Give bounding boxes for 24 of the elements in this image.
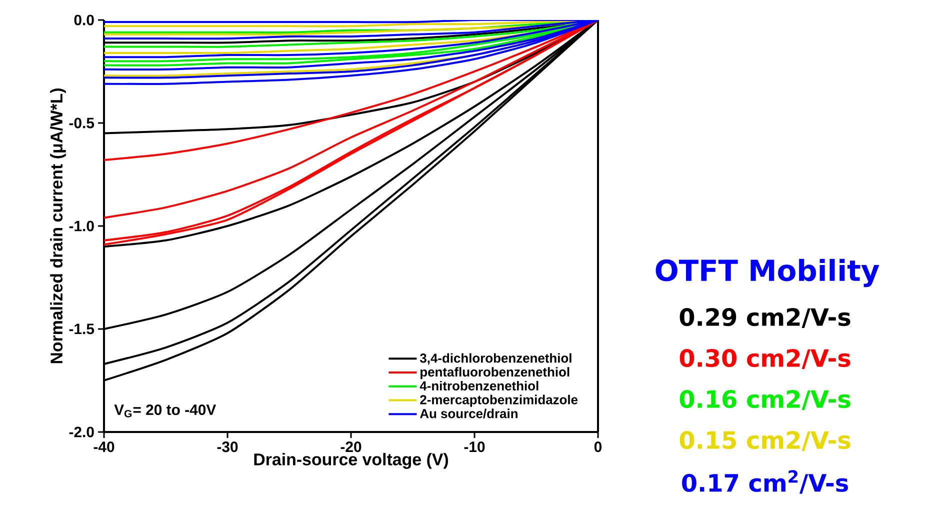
x-tick-label: -10 [464, 442, 485, 452]
text: 0.30 cm2/V-s [680, 349, 850, 369]
annotation: V$_{G}$= 20 to -40V [114, 404, 216, 418]
text: OTFT Mobility [656, 258, 880, 288]
y-tick-label: -1.5 [69, 324, 94, 334]
legend-label: 2-mercaptobenzimidazole [420, 394, 578, 407]
y-tick-label: -1.0 [69, 220, 94, 232]
y-tick-label: -2.0 [69, 426, 94, 438]
text: 0.15 cm2/V-s [680, 431, 850, 451]
y-axis-title: Normalized drain current (μA/W*L) [50, 88, 66, 364]
x-tick-label: -20 [340, 442, 362, 452]
x-axis-title: Drain-source voltage (V) [254, 452, 448, 469]
x-tick-label: -30 [217, 442, 238, 452]
text: 0.17 cm$^{2}$/V-s [682, 470, 848, 494]
y-tick-label: -0.5 [69, 118, 94, 128]
legend-label: 3,4-dichlorobenzenethiol [420, 353, 572, 365]
x-tick-label: -40 [94, 442, 114, 452]
y-tick-label: 0.0 [74, 14, 94, 26]
legend-label: 4-nitrobenzenethiol [420, 380, 538, 390]
legend-label: Au source/drain [420, 408, 518, 418]
text: 0.29 cm2/V-s [680, 308, 850, 328]
legend-label: pentafluorobenzenethiol [420, 367, 570, 380]
x-tick-label: 0 [594, 442, 602, 452]
text: 0.16 cm2/V-s [680, 390, 850, 410]
